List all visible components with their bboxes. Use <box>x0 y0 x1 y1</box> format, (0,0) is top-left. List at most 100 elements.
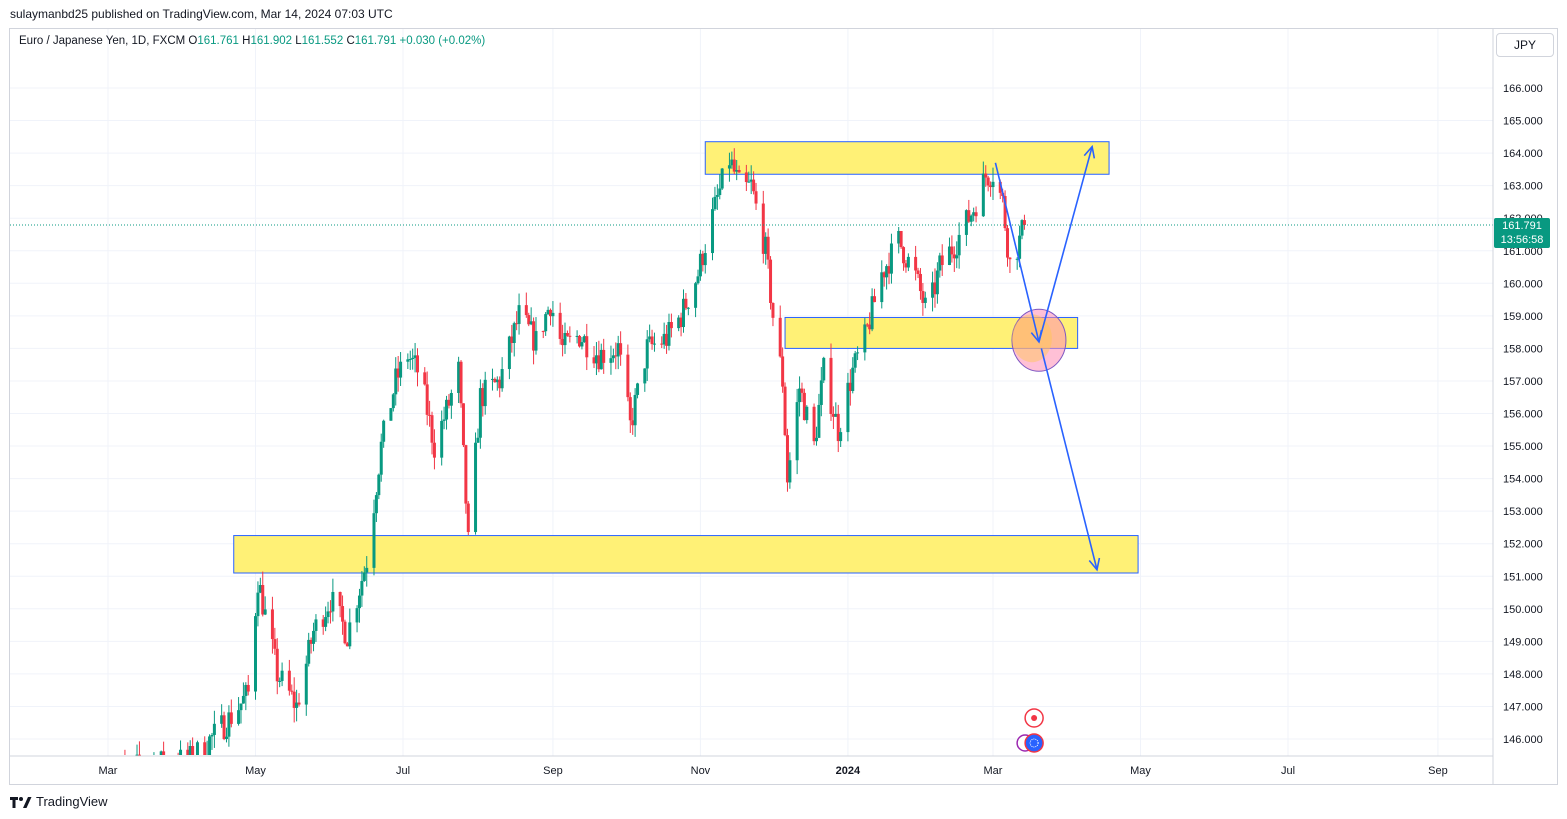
symbol-legend: Euro / Japanese Yen, 1D, FXCM O161.761 H… <box>19 35 485 47</box>
legend-high-label: H <box>242 35 251 47</box>
candle <box>312 622 316 652</box>
price-tick-label: 155.000 <box>1503 441 1543 453</box>
candle <box>631 407 635 435</box>
trend-arrow <box>1040 348 1101 572</box>
candle <box>669 313 673 338</box>
drawings <box>10 144 1493 572</box>
candle <box>1022 214 1026 230</box>
price-tick-label: 161.000 <box>1503 246 1543 258</box>
candle <box>461 403 465 448</box>
candle <box>737 165 741 173</box>
price-tick-label: 153.000 <box>1503 506 1543 518</box>
candle <box>882 271 886 287</box>
candle <box>972 207 976 222</box>
candle <box>715 184 719 210</box>
last-price-tag: 161.791 13:56:58 <box>1494 218 1550 248</box>
price-tick-label: 156.000 <box>1503 409 1543 421</box>
candle <box>648 324 652 343</box>
candle <box>244 682 248 711</box>
candle <box>873 288 877 303</box>
candle <box>599 343 603 370</box>
candle <box>428 400 432 427</box>
time-tick-label: Nov <box>691 765 711 777</box>
candle <box>295 689 299 722</box>
candles <box>124 148 1026 756</box>
candle <box>224 727 228 743</box>
candle <box>179 740 183 755</box>
candle <box>483 371 487 415</box>
candle <box>372 499 376 576</box>
candle <box>766 228 770 269</box>
candle <box>957 222 961 269</box>
legend-symbol: Euro / Japanese Yen, 1D, FXCM <box>19 35 186 47</box>
candle <box>321 615 325 635</box>
candle <box>464 444 468 514</box>
candle <box>848 369 852 406</box>
candle <box>754 182 758 210</box>
currency-button[interactable]: JPY <box>1496 33 1554 57</box>
candle <box>137 741 141 756</box>
price-tick-label: 159.000 <box>1503 311 1543 323</box>
candle <box>989 181 993 197</box>
candle <box>379 433 383 482</box>
candle <box>819 367 823 417</box>
candle <box>660 336 664 349</box>
candle <box>611 348 615 363</box>
price-tick-label: 149.000 <box>1503 636 1543 648</box>
candle <box>686 307 690 316</box>
candle <box>362 566 366 582</box>
candle <box>527 312 531 327</box>
footer-brand[interactable]: TradingView <box>10 794 108 809</box>
candle <box>297 693 301 707</box>
candle <box>619 331 623 366</box>
candle <box>203 736 207 755</box>
candle <box>582 334 586 343</box>
candle <box>377 473 381 500</box>
candle <box>749 165 753 195</box>
candle <box>241 682 245 704</box>
candle <box>246 675 250 696</box>
candle <box>534 317 538 355</box>
candle <box>802 388 806 421</box>
candle <box>783 382 787 437</box>
legend-open-label: O <box>188 35 198 47</box>
candle <box>343 619 347 645</box>
candle <box>711 197 715 261</box>
candle <box>413 342 417 373</box>
candle <box>493 377 497 383</box>
price-tick-label: 163.000 <box>1503 181 1543 193</box>
candle <box>880 260 884 309</box>
time-tick-label: May <box>245 765 266 777</box>
candle <box>812 403 816 446</box>
candle <box>575 330 579 344</box>
candle <box>747 171 751 183</box>
candle <box>662 322 666 349</box>
candle <box>430 411 434 455</box>
candle <box>698 249 702 281</box>
candle <box>964 209 968 246</box>
candle <box>391 392 395 412</box>
candle <box>727 152 731 182</box>
chart-frame[interactable] <box>9 28 1558 785</box>
price-tick-label: 166.000 <box>1503 83 1543 95</box>
price-tick-label: 158.000 <box>1503 343 1543 355</box>
candle <box>981 161 985 217</box>
candle <box>735 159 739 181</box>
candle <box>565 330 569 337</box>
candle <box>921 282 925 316</box>
candle <box>991 167 995 201</box>
time-tick-label: Mar <box>99 765 118 777</box>
candle <box>667 313 671 351</box>
candle <box>744 164 748 192</box>
candle <box>261 571 265 617</box>
candle <box>507 335 511 380</box>
last-price: 161.791 <box>1502 220 1542 232</box>
candle <box>732 148 736 175</box>
candle <box>355 605 359 633</box>
candle <box>239 703 243 724</box>
candle <box>529 307 533 326</box>
candle <box>868 312 872 335</box>
candle <box>290 684 294 695</box>
candle <box>703 244 707 274</box>
